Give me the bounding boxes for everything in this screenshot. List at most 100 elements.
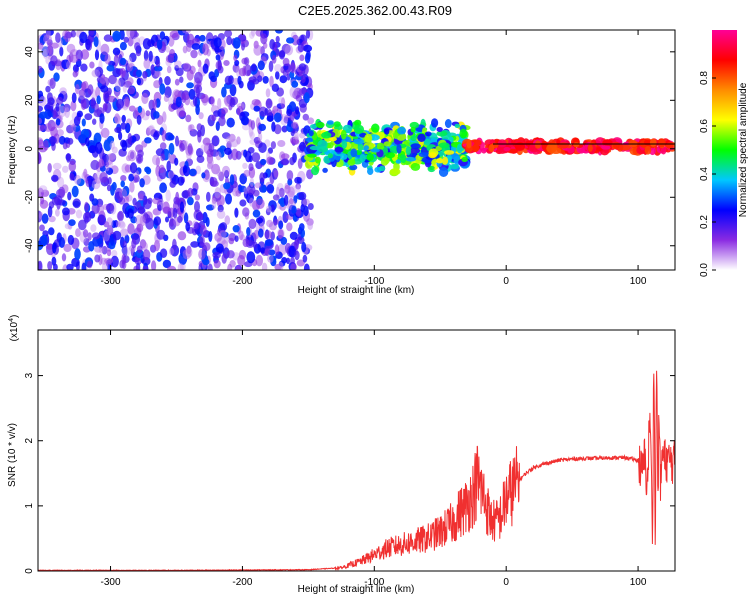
spectrogram-cell [353, 124, 364, 134]
spectrogram-cell [302, 198, 310, 206]
spectrogram-cell [264, 239, 274, 246]
spectrogram-cell [284, 44, 294, 56]
spectrogram-cell [424, 131, 432, 137]
spectrogram-cell [194, 201, 200, 213]
spectrogram-cell [261, 185, 267, 193]
spectrogram-cell [224, 75, 232, 86]
spectrogram-cell [296, 184, 301, 195]
spectrogram-xtick-label: -200 [232, 276, 252, 287]
spectrogram-cell [160, 153, 166, 162]
spectrogram-cell [340, 129, 347, 140]
spectrogram-cell [70, 100, 77, 112]
spectrogram-cell [230, 138, 239, 148]
spectrogram-cell [182, 249, 192, 260]
spectrogram-cell [98, 246, 104, 254]
spectrogram-cell [154, 70, 162, 78]
spectrogram-cell [238, 185, 247, 193]
spectrogram-cell [38, 123, 45, 132]
spectrogram-cell [449, 163, 460, 170]
snr-panel: -300 -200 -100 0 100 0 1 2 3 Height of straight … [7, 315, 676, 595]
spectrogram-ytick-label: 40 [24, 46, 35, 58]
spectrogram-cell [38, 111, 48, 119]
spectrogram-cell [306, 218, 314, 226]
spectrogram-cell [644, 146, 652, 155]
spectrogram-cell [168, 142, 175, 155]
spectrogram-cell [215, 54, 221, 61]
spectrogram-cell [211, 114, 217, 122]
spectrogram-cell [200, 144, 209, 153]
spectrogram-cell [410, 126, 416, 133]
spectrogram-cell [112, 30, 121, 42]
spectrogram-cell [370, 148, 380, 153]
spectrogram-cell [136, 245, 143, 254]
spectrogram-cell [210, 180, 219, 187]
snr-xtick-label: -100 [364, 577, 384, 588]
spectrogram-cell [255, 217, 264, 224]
spectrogram-cell [94, 254, 101, 263]
spectrogram-cell [366, 153, 374, 162]
spectrogram-cell [167, 265, 176, 270]
spectrogram-cell [272, 194, 280, 201]
spectrogram-cell [278, 97, 284, 105]
spectrogram-cell [152, 197, 161, 205]
spectrogram-cell [305, 30, 311, 39]
figure-title: C2E5.2025.362.00.43.R09 [298, 3, 452, 18]
spectrogram-ytick-label: -40 [24, 238, 35, 253]
spectrogram-cell [289, 86, 298, 98]
spectrogram-cell [289, 157, 295, 166]
snr-ytick-label: 2 [24, 438, 35, 444]
spectrogram-cell [266, 156, 274, 165]
spectrogram-cell [359, 154, 366, 163]
spectrogram-cell [197, 212, 204, 222]
spectrogram-cell [363, 145, 369, 151]
spectrogram-cell [289, 62, 296, 74]
spectrogram-cell [353, 138, 365, 145]
spectrogram-cell [399, 154, 407, 164]
spectrogram-cell [242, 123, 250, 131]
spectrogram-cell [423, 138, 431, 146]
spectrogram-cell [142, 241, 148, 251]
spectrogram-cell [189, 124, 195, 132]
spectrogram-cell [103, 221, 110, 228]
spectrogram-cell [242, 238, 250, 248]
spectrogram-cell [322, 167, 328, 173]
spectrogram-cell [120, 180, 125, 188]
spectrogram-cell [303, 44, 313, 53]
spectrogram-cell [89, 30, 95, 36]
spectrogram-cell [243, 169, 251, 177]
spectrogram-cell [109, 140, 115, 150]
spectrogram-cell [48, 42, 53, 55]
spectrogram-cell [62, 142, 68, 150]
spectrogram-cell [286, 37, 295, 44]
spectrogram-cell [286, 257, 291, 264]
spectrogram-cell [157, 204, 162, 211]
spectrogram-cell [168, 170, 175, 179]
spectrogram-cell [326, 120, 334, 125]
spectrogram-cell [182, 45, 188, 54]
spectrogram-cell [104, 164, 110, 172]
spectrogram-cell [155, 59, 161, 68]
spectrogram-cell [142, 265, 149, 270]
spectrogram-cell [114, 127, 122, 133]
spectrogram-cell [206, 191, 211, 202]
spectrogram-cell [79, 31, 88, 44]
spectrogram-cell [47, 163, 52, 173]
spectrogram-cell [167, 35, 175, 47]
spectrogram-cell [221, 253, 227, 264]
spectrogram-cell [251, 152, 261, 163]
spectrogram-cell [199, 224, 207, 236]
spectrogram-cell [215, 151, 222, 161]
spectrogram-cell [199, 34, 206, 42]
spectrogram-cell [38, 94, 45, 104]
spectrogram-cell [291, 121, 299, 129]
spectrogram-cell [78, 90, 86, 100]
spectrogram-cell [165, 189, 171, 202]
spectrogram-cell [153, 111, 160, 119]
spectrogram-cell [237, 75, 242, 85]
snr-xlabel: Height of straight line (km) [298, 584, 415, 595]
spectrogram-cell [156, 39, 163, 50]
spectrogram-cell [249, 197, 254, 207]
spectrogram-cell [166, 160, 171, 173]
spectrogram-cell [294, 250, 300, 261]
spectrogram-cell [75, 209, 83, 219]
